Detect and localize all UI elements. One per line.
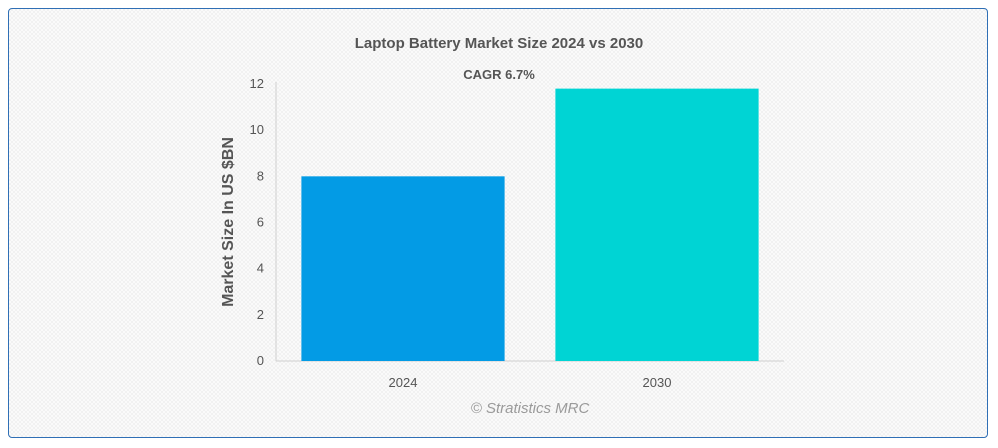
x-tick-label: 2024 xyxy=(389,375,418,390)
x-tick-label: 2030 xyxy=(643,375,672,390)
chart-title: Laptop Battery Market Size 2024 vs 2030 xyxy=(354,35,644,52)
y-tick-label: 4 xyxy=(257,261,264,276)
y-tick-label: 8 xyxy=(257,168,264,183)
y-tick-label: 6 xyxy=(257,215,264,230)
y-tick-label: 10 xyxy=(250,122,264,137)
cagr-annotation: CAGR 6.7% xyxy=(463,67,535,82)
watermark: © Stratistics MRC xyxy=(470,400,590,417)
y-tick-label: 12 xyxy=(250,76,264,91)
bar-2030 xyxy=(555,88,759,361)
bar-2024 xyxy=(301,176,505,361)
y-tick-label: 0 xyxy=(257,353,264,368)
y-tick-label: 2 xyxy=(257,307,264,322)
